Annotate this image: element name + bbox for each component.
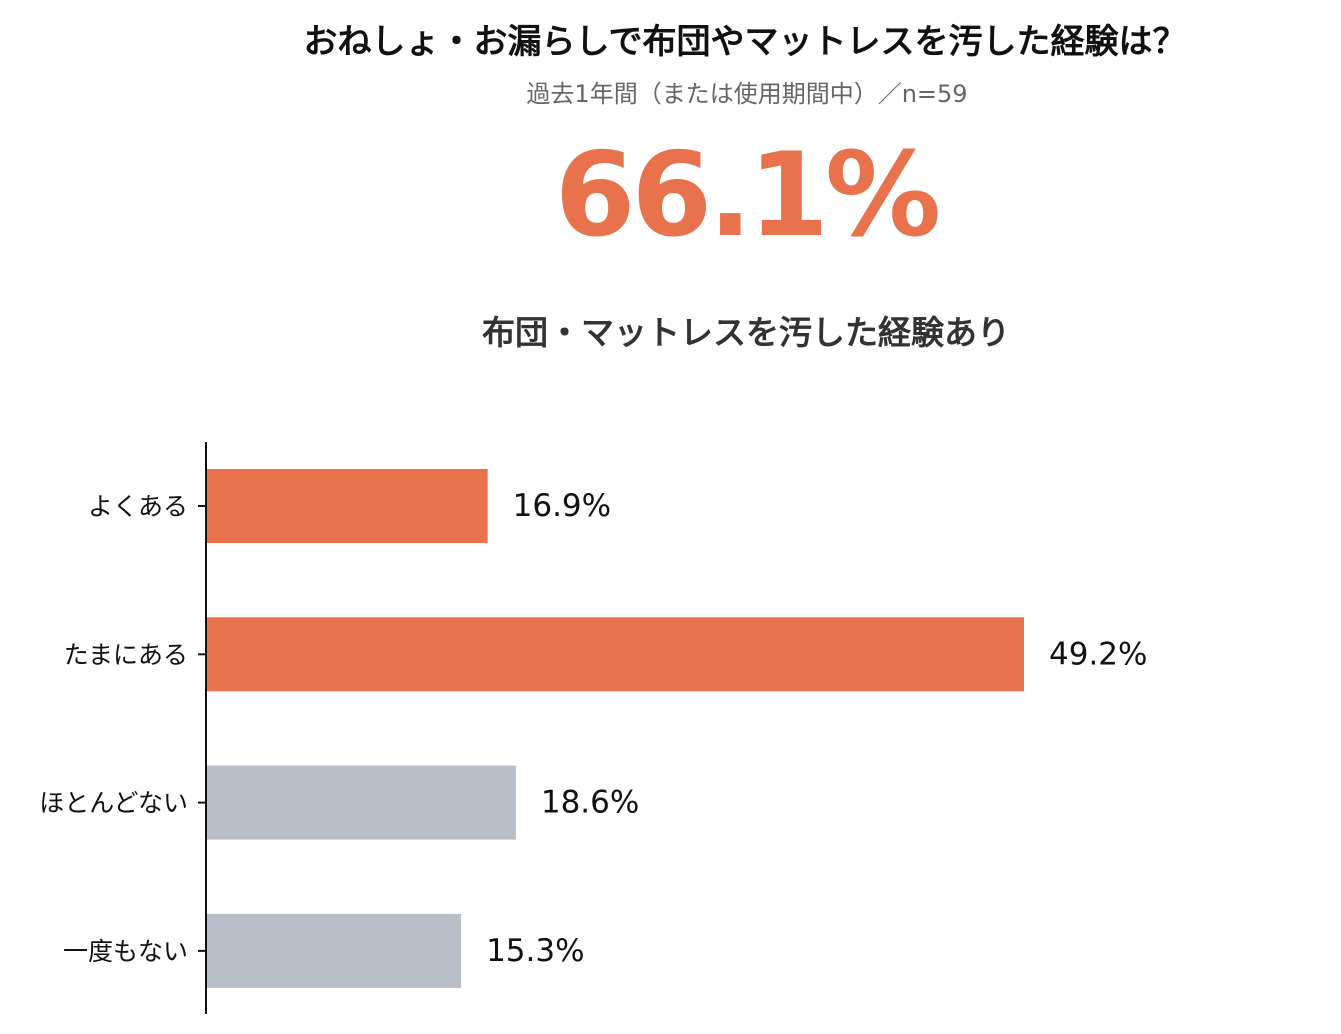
bar-2 bbox=[207, 617, 1024, 692]
bar-1 bbox=[207, 469, 488, 543]
category-label: たまにある bbox=[64, 640, 188, 669]
chart-title: おねしょ・お漏らしで布団やマットレスを汚した経験は？ bbox=[303, 22, 1187, 62]
value-label: 15.3% bbox=[486, 933, 584, 969]
category-label: よくある bbox=[88, 492, 188, 521]
headline-value: 66.1% bbox=[554, 128, 941, 263]
bar-3 bbox=[207, 765, 516, 840]
headline-caption: 布団・マットレスを汚した経験あり bbox=[482, 313, 1010, 352]
chart-subtitle: 過去1年間（または使用期間中）／n=59 bbox=[526, 80, 968, 108]
value-label: 49.2% bbox=[1049, 636, 1147, 672]
bar-4 bbox=[207, 913, 462, 988]
value-label: 16.9% bbox=[513, 488, 611, 524]
value-label: 18.6% bbox=[541, 785, 639, 821]
category-label: 一度もない bbox=[63, 937, 188, 966]
category-label: ほとんどない bbox=[39, 789, 188, 818]
